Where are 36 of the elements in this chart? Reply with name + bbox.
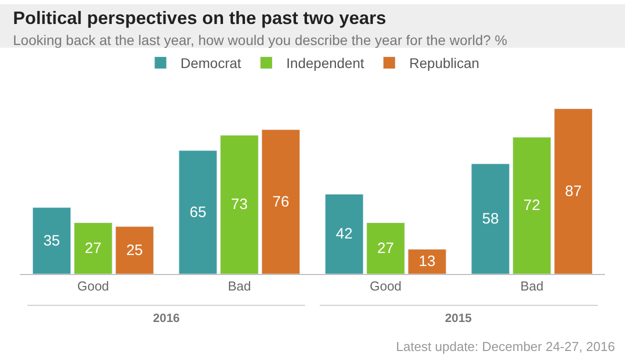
bar [366,222,405,274]
legend-label: Republican [409,55,480,72]
text: 2016 [153,311,180,325]
x-tick-label: Good [77,278,110,294]
data-label: 35 [43,232,60,250]
data-label: 72 [524,197,540,214]
chart-title: Political perspectives on the past two years [13,8,386,28]
text: Latest update: December 24-27, 2016 [396,339,615,354]
legend-label: Independent [286,55,364,72]
data-label: 27 [377,240,394,257]
data-label: 65 [190,204,206,221]
data-label: 58 [482,210,499,228]
bar [324,194,364,274]
data-label: 13 [418,253,436,270]
data-label: 25 [126,242,143,259]
data-label: 42 [336,226,353,243]
text: 2015 [445,311,472,325]
bar [115,226,154,274]
data-label: 87 [564,182,582,200]
data-label: 73 [231,196,248,214]
x-tick-label: Good [370,278,402,294]
bar [262,129,300,274]
bar [220,135,259,274]
bar [512,136,552,274]
bar [554,108,593,274]
bar [471,164,510,274]
bar [408,249,446,274]
data-label: 27 [84,240,102,257]
bar [32,207,71,274]
bar [178,150,218,274]
x-tick-label: Bad [520,278,544,294]
x-tick-label: Bad [228,278,251,294]
chart-subtitle: Looking back at the last year, how would you describe the year for the world? % [13,32,508,48]
legend-label: Democrat [180,55,242,72]
bar [74,222,112,274]
data-label: 76 [272,193,290,210]
